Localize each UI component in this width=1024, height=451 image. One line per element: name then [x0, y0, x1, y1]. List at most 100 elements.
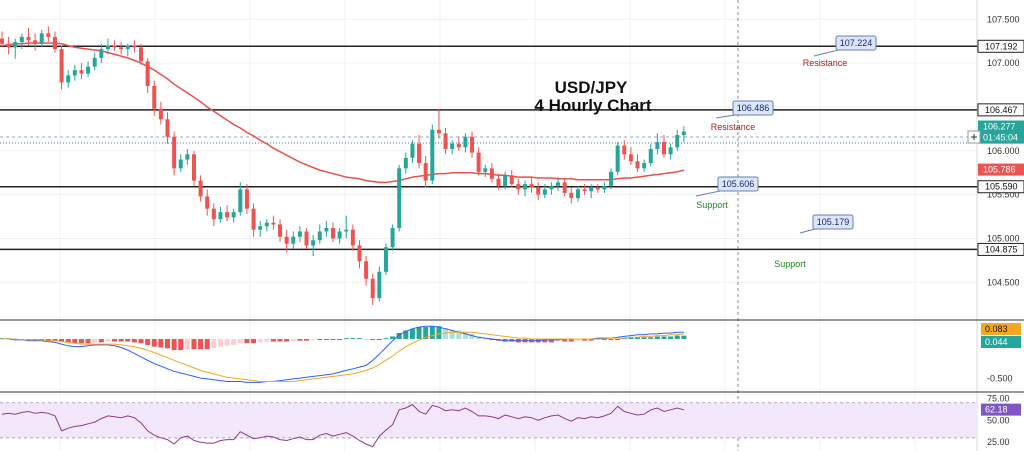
candle [198, 175, 203, 202]
candle-body [450, 143, 455, 150]
candle [410, 140, 415, 164]
candle [317, 224, 322, 244]
candle-body [681, 131, 686, 136]
candle [575, 185, 580, 202]
candle [589, 184, 594, 199]
add-alert-button[interactable] [967, 130, 981, 144]
price-callouts: 107.224 106.486 105.606 105.179 [695, 35, 877, 234]
text-annotations: Resistance Resistance Support Support [696, 58, 847, 269]
candle [397, 164, 402, 232]
candle [443, 128, 448, 155]
candle [628, 147, 633, 165]
candle [244, 184, 249, 214]
rsi-panel: 75.00 50.00 25.00 62.18 [0, 393, 1021, 447]
macd-hist-bar [72, 339, 78, 344]
callout-box [717, 176, 759, 192]
candle [615, 142, 620, 176]
candle-body [423, 163, 428, 181]
candle-body [125, 45, 130, 50]
candle [79, 63, 84, 79]
candle-body [357, 245, 362, 262]
macd-hist-bar [52, 339, 58, 341]
sr-level-label: 106.467 [985, 105, 1018, 115]
callout-label: 105.606 [722, 179, 755, 189]
sr-level-label: 105.590 [985, 182, 1018, 192]
price-badge [978, 131, 1024, 144]
macd-hist-bar [668, 336, 674, 339]
macd-hist-bar [264, 339, 270, 342]
macd-hist-bar [635, 337, 641, 339]
candle-body [304, 231, 309, 246]
candle-body [132, 45, 137, 48]
grid [0, 0, 977, 451]
candle [125, 43, 130, 57]
candle [390, 224, 395, 251]
macd-hist-bar [284, 339, 290, 342]
candle [59, 45, 64, 90]
macd-hist-bar [641, 337, 647, 339]
macd-hist-bar [654, 336, 660, 339]
macd-badge [981, 323, 1021, 335]
macd-hist-bar [409, 328, 415, 339]
macd-hist-bar [376, 339, 382, 340]
sr-levels: 107.192 106.467 105.590 104.875 [0, 39, 1024, 256]
candle [549, 182, 554, 195]
price-tick-label: 105.500 [987, 190, 1020, 200]
candle-body [172, 136, 177, 169]
candle-body [278, 224, 283, 237]
candle [403, 152, 408, 174]
price-badge [978, 120, 1024, 133]
candle [119, 42, 124, 55]
macd-hist-bar [85, 339, 91, 344]
price-tick-label: 107.500 [987, 14, 1020, 24]
price-callout: 105.606 [695, 176, 759, 197]
candle [675, 129, 680, 151]
candle-body [602, 185, 607, 190]
candle [26, 28, 31, 46]
candle-body [635, 161, 640, 169]
candle [205, 189, 210, 216]
candle [529, 177, 534, 193]
candle [357, 240, 362, 269]
callout-box [732, 100, 774, 116]
macd-hist-bar [356, 338, 362, 340]
candle [52, 31, 57, 53]
candle-body [522, 184, 527, 190]
rsi-band [0, 402, 977, 438]
candle-body [112, 45, 117, 48]
candle-body [139, 47, 144, 62]
macd-hist-bar [224, 339, 230, 346]
candle-body [13, 42, 18, 48]
sr-level-label: 104.875 [985, 244, 1018, 254]
candle [635, 154, 640, 172]
candle [132, 40, 137, 53]
candle [99, 43, 104, 64]
candle [562, 178, 567, 197]
price-callout: 105.179 [799, 214, 854, 234]
price-badge [978, 163, 1024, 176]
candle [417, 135, 422, 169]
macd-hist-bar [105, 339, 111, 342]
candle-body [0, 38, 4, 44]
candle-body [178, 159, 183, 169]
candle-body [397, 168, 402, 228]
price-tick-label: 106.000 [987, 146, 1020, 156]
candle-body [105, 45, 110, 50]
candle [251, 203, 256, 237]
macd-hist-bar [323, 339, 329, 340]
macd-hist-bar [449, 329, 455, 339]
macd-hist-bar [178, 339, 184, 351]
candle-body [165, 119, 170, 137]
candle-body [271, 222, 276, 225]
candle-body [92, 57, 97, 67]
candle-body [152, 85, 157, 109]
candle-body [595, 187, 600, 190]
macd-hist-bar [198, 339, 204, 350]
candle [476, 147, 481, 176]
candle [595, 184, 600, 193]
candle-body [79, 70, 84, 74]
candle [258, 220, 263, 237]
macd-hist-bar [396, 333, 402, 339]
candle [655, 133, 660, 155]
